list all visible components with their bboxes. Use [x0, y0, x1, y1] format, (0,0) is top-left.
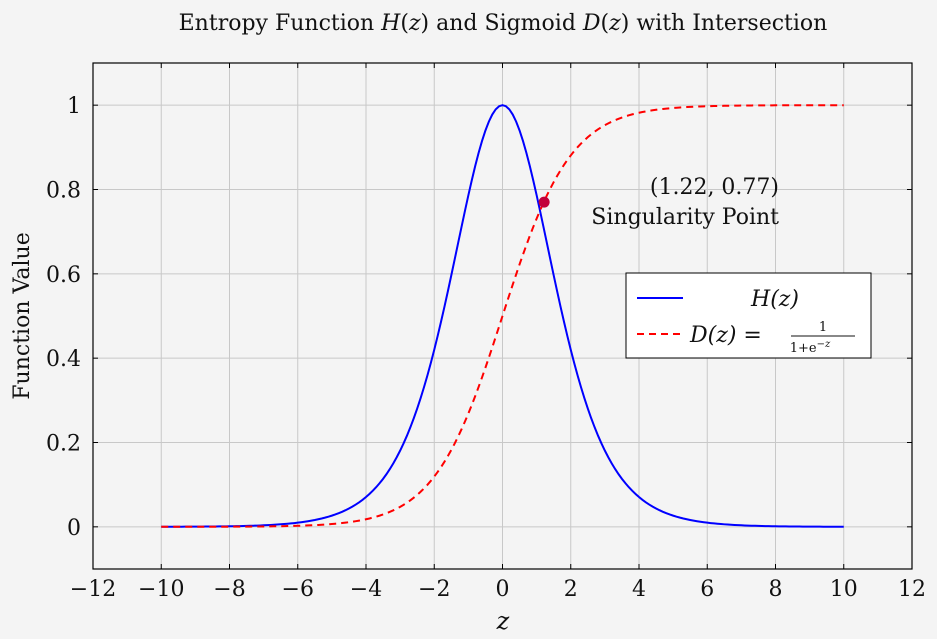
- x-tick-label: 6: [700, 577, 714, 602]
- legend: H(z) D(z) = 1 1+e−z: [625, 272, 872, 359]
- legend-d-lhs: D(z) =: [689, 323, 762, 348]
- y-tick-label: 0.8: [46, 179, 81, 204]
- x-tick-label: −8: [213, 577, 245, 602]
- x-ticks: −12 −10 −8 −6 −4 −2 0 2 4 6 8 10 12: [70, 63, 926, 602]
- y-tick-label: 0.4: [46, 347, 81, 372]
- x-tick-label: 0: [496, 577, 510, 602]
- legend-box: [625, 272, 872, 359]
- annotation-coords: (1.22, 0.77): [650, 175, 779, 200]
- series-d-line: [161, 104, 844, 528]
- y-tick-label: 1: [67, 94, 81, 119]
- annotation-label: Singularity Point: [591, 205, 779, 230]
- x-tick-label: 8: [769, 577, 783, 602]
- y-tick-label: 0: [67, 516, 81, 541]
- chart-title: Entropy Function H(z) and Sigmoid D(z) w…: [179, 11, 828, 36]
- x-axis-label: z: [496, 607, 510, 635]
- legend-d-denominator: 1+e−z: [790, 339, 831, 356]
- x-tick-label: −2: [418, 577, 450, 602]
- x-tick-label: 12: [898, 577, 926, 602]
- y-tick-label: 0.6: [46, 263, 81, 288]
- x-tick-label: 10: [830, 577, 858, 602]
- x-tick-label: −4: [350, 577, 382, 602]
- x-tick-label: 4: [632, 577, 646, 602]
- x-tick-label: −10: [138, 577, 184, 602]
- x-tick-label: 2: [564, 577, 578, 602]
- legend-h-label: H(z): [750, 287, 799, 312]
- y-axis-label: Function Value: [10, 232, 35, 399]
- series-h-line: [161, 104, 844, 528]
- x-tick-label: −6: [282, 577, 314, 602]
- intersection-point: [538, 196, 550, 208]
- x-tick-label: −12: [70, 577, 116, 602]
- y-ticks: 0 0.2 0.4 0.6 0.8 1: [46, 94, 912, 541]
- y-tick-label: 0.2: [46, 432, 81, 457]
- series-group: [161, 104, 844, 528]
- legend-d-numerator: 1: [819, 320, 827, 335]
